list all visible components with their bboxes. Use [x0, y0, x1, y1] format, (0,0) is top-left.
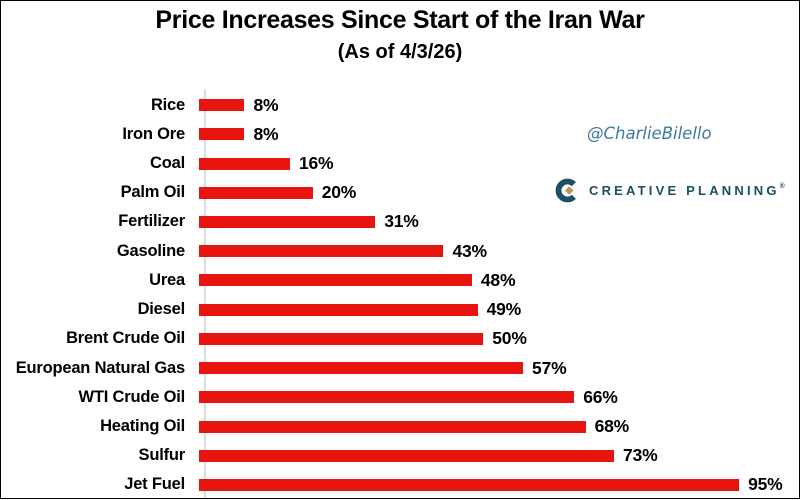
category-label: Rice [150, 95, 185, 114]
watermark-handle: @CharlieBilello [587, 124, 712, 143]
value-label: 8% [253, 94, 279, 115]
category-label: Gasoline [116, 241, 185, 260]
bar [199, 215, 376, 228]
bar-track: 16% [196, 149, 799, 178]
value-label: 66% [583, 386, 618, 407]
chart-row: WTI Crude Oil 66% [1, 383, 799, 412]
bar-track: 50% [196, 324, 799, 353]
category-label: Palm Oil [120, 183, 186, 202]
chart-subtitle: (As of 4/3/26) [337, 41, 463, 63]
value-label: 95% [748, 474, 783, 495]
category-label: Sulfur [138, 446, 186, 465]
bar [199, 362, 524, 375]
value-label: 20% [321, 182, 357, 203]
y-axis-line [204, 89, 206, 498]
bar-track: 68% [196, 412, 799, 441]
value-label: 31% [384, 211, 419, 232]
chart-row: Heating Oil 68% [1, 412, 799, 441]
chart-row: Fertilizer 31% [1, 207, 799, 236]
value-label: 48% [480, 269, 516, 290]
value-label: 43% [452, 240, 487, 261]
registered-trademark-symbol: ® [779, 183, 785, 190]
chart-title: Price Increases Since Start of the Iran … [155, 6, 645, 34]
chart-row: European Natural Gas 57% [1, 353, 799, 382]
bar-track: 8% [196, 91, 799, 120]
chart-row: Gasoline 43% [1, 237, 799, 266]
bar-track: 8% [196, 120, 799, 149]
bar-track: 95% [196, 470, 799, 499]
bar [199, 274, 472, 287]
creative-planning-wordmark: CREATIVE PLANNING® [589, 183, 785, 198]
category-label: Fertilizer [118, 212, 185, 231]
bar-track: 43% [196, 237, 799, 266]
bar [199, 245, 444, 258]
chart-row: Jet Fuel 95% [1, 470, 799, 499]
value-label: 8% [253, 123, 279, 144]
bar [199, 303, 478, 316]
category-label: Coal [150, 154, 185, 173]
bar-track: 48% [196, 266, 799, 295]
category-label: WTI Crude Oil [78, 387, 186, 406]
bar [199, 449, 614, 462]
bar [199, 391, 575, 404]
chart-row: Diesel 49% [1, 295, 799, 324]
value-label: 49% [486, 299, 522, 320]
category-label: European Natural Gas [15, 358, 186, 377]
creative-planning-c-icon [555, 178, 576, 203]
value-label: 50% [492, 328, 527, 349]
chart-row: Urea 48% [1, 266, 799, 295]
chart-header: Price Increases Since Start of the Iran … [1, 6, 799, 64]
bar-track: 57% [196, 353, 799, 382]
bar-track: 49% [196, 295, 799, 324]
category-label: Brent Crude Oil [66, 329, 185, 348]
bar [199, 332, 484, 345]
value-label: 68% [594, 416, 630, 437]
category-label: Diesel [137, 300, 186, 319]
value-label: 57% [532, 357, 567, 378]
chart-row: Rice 8% [1, 91, 799, 120]
bar-chart: Rice 8% Iron Ore 8% Coal 16% Palm Oil 20… [1, 91, 799, 500]
chart-row: Brent Crude Oil 50% [1, 324, 799, 353]
bar [199, 186, 313, 199]
bar-track: 66% [196, 383, 799, 412]
category-label: Heating Oil [100, 417, 185, 436]
value-label: 16% [298, 153, 334, 174]
category-label: Urea [149, 270, 185, 289]
bar [199, 128, 245, 141]
chart-row: Sulfur 73% [1, 441, 799, 470]
value-label: 73% [623, 445, 658, 466]
bar [199, 157, 290, 170]
bar-track: 31% [196, 207, 799, 236]
chart-row: Iron Ore 8% [1, 120, 799, 149]
bar-track: 20% [196, 178, 799, 207]
bar-track: 73% [196, 441, 799, 470]
bar [199, 478, 740, 491]
chart-row: Coal 16% [1, 149, 799, 178]
category-label: Jet Fuel [124, 475, 185, 494]
chart-row: Palm Oil 20% [1, 178, 799, 207]
bar [199, 99, 245, 112]
creative-planning-logo: CREATIVE PLANNING® [554, 177, 785, 204]
category-label: Iron Ore [122, 124, 185, 143]
bar [199, 420, 586, 433]
